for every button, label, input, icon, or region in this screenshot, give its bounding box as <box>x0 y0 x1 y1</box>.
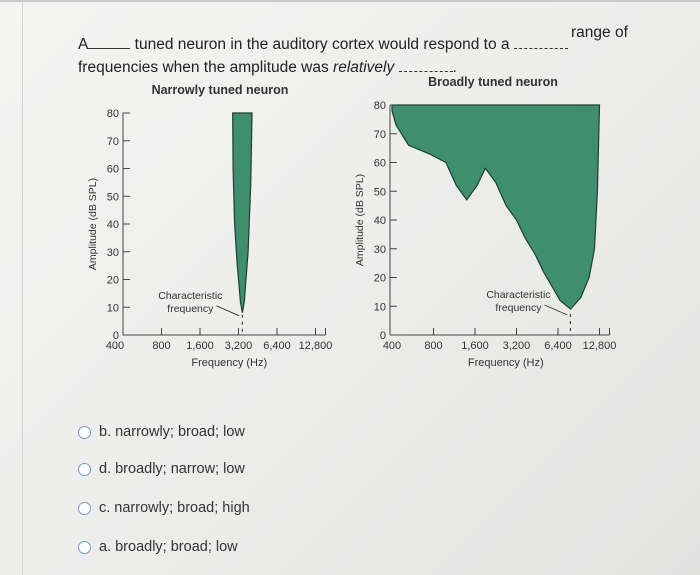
chart-0-x-tick-label-5: 12,800 <box>299 340 333 352</box>
chart-0-x-tick-label-2: 1,600 <box>186 340 214 352</box>
chart-0-x-tick-label-1: 800 <box>152 340 170 352</box>
chart-1-y-tick-label-5: 50 <box>374 186 386 198</box>
chart-0-annotation-line-2: frequency <box>167 303 214 315</box>
radio-d-icon[interactable] <box>78 462 91 476</box>
chart-1-annotation-line-1: Characteristic <box>486 289 550 301</box>
chart-0-x-tick-label-0: 400 <box>106 340 124 352</box>
radio-b-icon[interactable] <box>78 425 91 439</box>
chart-1-y-tick-label-1: 10 <box>374 301 386 313</box>
question-part-2: tuned neuron in the auditory cortex woul… <box>134 36 510 53</box>
chart-1-y-tick-label-8: 80 <box>374 100 386 112</box>
option-c[interactable]: c. narrowly; broad; high <box>78 500 250 516</box>
chart-0-y-tick-label-8: 80 <box>107 108 119 120</box>
chart-1-x-tick-label-2: 1,600 <box>461 340 489 352</box>
question-part-4: frequencies when the amplitude was <box>78 59 329 76</box>
chart-0-x-tick-label-3: 3,200 <box>225 340 253 352</box>
chart-0-y-tick-label-6: 60 <box>107 164 119 176</box>
chart-0-x-label: Frequency (Hz) <box>191 357 267 369</box>
chart-1-y-tick-label-3: 30 <box>374 244 386 256</box>
chart-0-y-tick-label-4: 40 <box>107 219 119 231</box>
option-b-label: b. narrowly; broad; low <box>99 424 245 440</box>
option-d[interactable]: d. broadly; narrow; low <box>78 461 245 477</box>
chart-0-annotation-pointer <box>216 305 240 317</box>
chart-0-x-tick-label-4: 6,400 <box>263 340 291 352</box>
question-range-of: range of <box>571 24 628 41</box>
chart-1-y-tick-label-4: 40 <box>374 215 386 227</box>
chart-0-y-tick-label-0: 0 <box>113 330 119 342</box>
option-a[interactable]: a. broadly; broad; low <box>78 539 238 555</box>
chart-1-tuning-area <box>391 104 601 310</box>
chart-0-y-tick-label-5: 50 <box>107 191 119 203</box>
chart-1-y-tick-label-2: 20 <box>374 273 386 285</box>
option-a-label: a. broadly; broad; low <box>99 539 238 555</box>
chart-1-x-label: Frequency (Hz) <box>468 357 544 369</box>
chart-0-y-tick-label-7: 70 <box>107 136 119 148</box>
blank-2 <box>513 48 568 49</box>
chart-1-x-tick-label-0: 400 <box>383 340 401 352</box>
chart-0-annotation-line-1: Characteristic <box>158 290 222 302</box>
question-line-1: A tuned neuron in the auditory cortex wo… <box>78 36 568 54</box>
question-line-2: frequencies when the amplitude was relat… <box>78 59 457 77</box>
option-b[interactable]: b. narrowly; broad; low <box>78 424 245 440</box>
chart-1-annotation-pointer <box>544 304 568 316</box>
blank-3 <box>398 71 453 72</box>
chart-0-tuning-area <box>232 112 253 313</box>
chart-0-y-label: Amplitude (dB SPL) <box>87 178 99 270</box>
question-part-5: relatively <box>333 59 395 76</box>
chart-1-y-tick-label-7: 70 <box>374 129 386 141</box>
chart-1-y-label: Amplitude (dB SPL) <box>354 174 366 266</box>
chart-1-x-tick-label-4: 6,400 <box>544 340 572 352</box>
chart-1-annotation-line-2: frequency <box>495 302 542 314</box>
chart-0-y-tick-label-3: 30 <box>107 247 119 259</box>
chart-1-title: Broadly tuned neuron <box>428 75 558 89</box>
option-d-label: d. broadly; narrow; low <box>99 461 245 477</box>
chart-1-x-tick-label-5: 12,800 <box>583 340 617 352</box>
chart-0-title: Narrowly tuned neuron <box>152 83 289 97</box>
top-border <box>0 0 700 2</box>
chart-0-y-tick-label-1: 10 <box>107 302 119 314</box>
left-border <box>22 0 23 575</box>
chart-1-y-tick-label-6: 60 <box>374 158 386 170</box>
chart-0-y-tick-label-2: 20 <box>107 275 119 287</box>
chart-1-x-tick-label-1: 800 <box>424 340 442 352</box>
question-part-6: . <box>452 59 457 76</box>
chart-1-y-tick-label-0: 0 <box>380 330 386 342</box>
chart-1-x-tick-label-3: 3,200 <box>503 340 531 352</box>
radio-a-icon[interactable] <box>78 540 91 554</box>
radio-c-icon[interactable] <box>78 501 91 515</box>
option-c-label: c. narrowly; broad; high <box>99 500 250 516</box>
blank-1 <box>88 48 131 49</box>
question-part-1: A <box>78 36 89 53</box>
